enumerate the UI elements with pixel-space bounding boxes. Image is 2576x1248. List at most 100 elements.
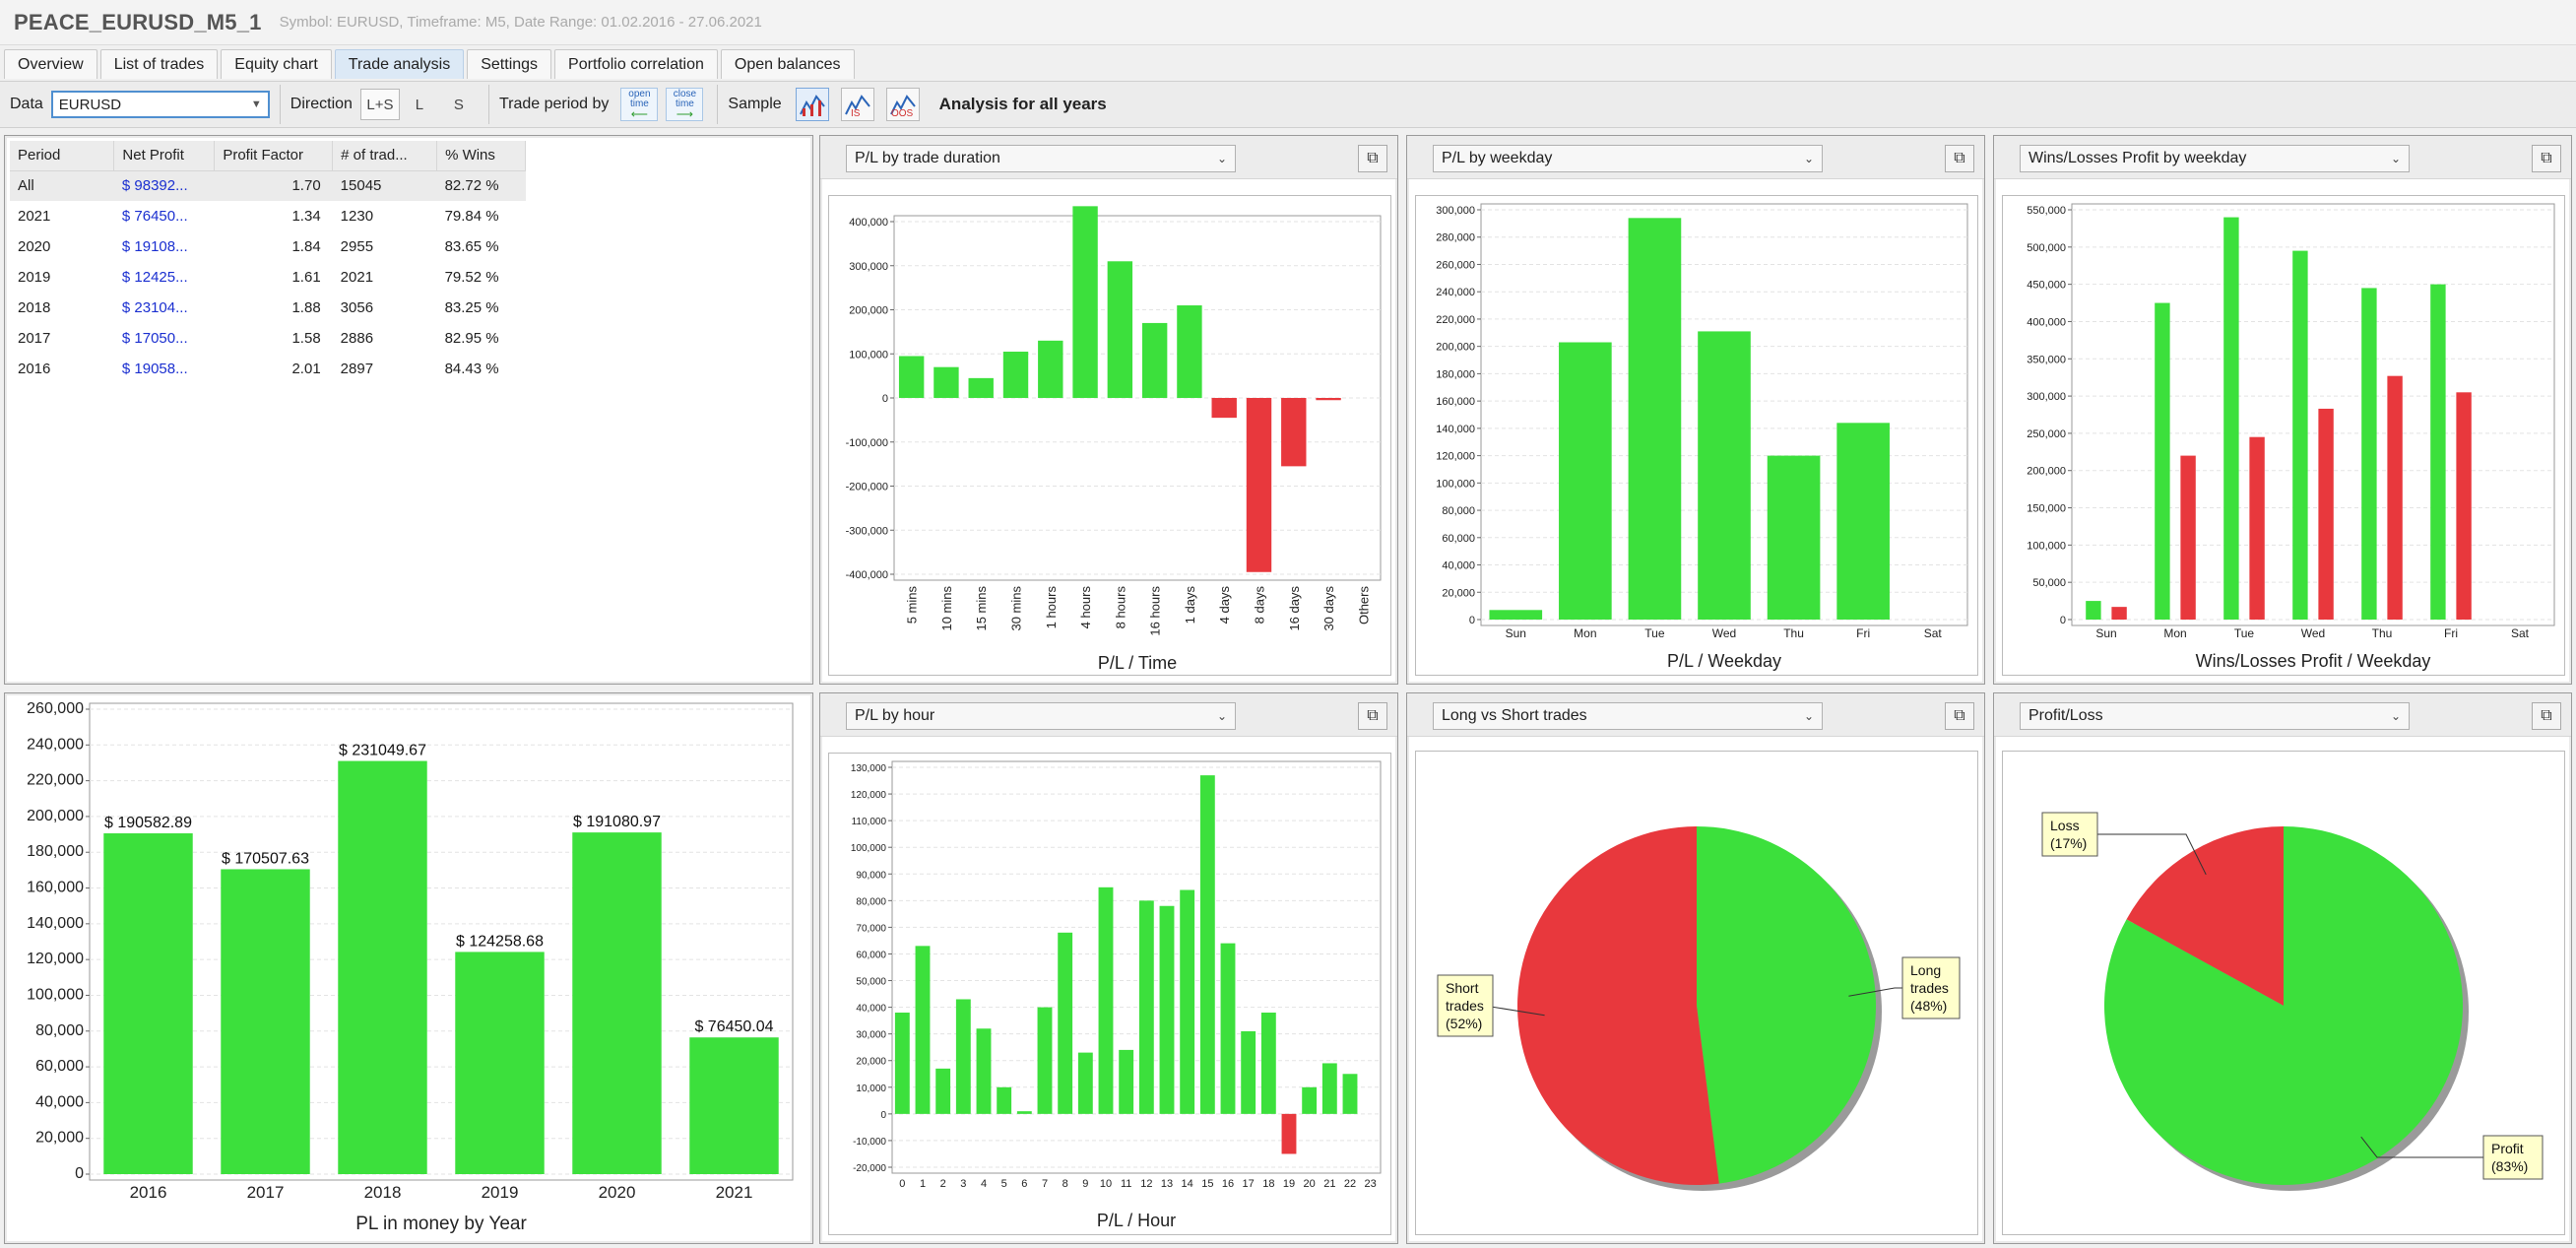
bar — [1836, 423, 1890, 620]
cell-period: 2020 — [18, 238, 51, 255]
bar — [2456, 392, 2472, 620]
x-tick-label: 2021 — [716, 1183, 753, 1202]
cell-num-trades: 2955 — [340, 238, 374, 255]
profitloss-panel: Profit/Loss ⌄ ⧉ Loss (17%) Profit (83%) — [1993, 692, 2572, 1244]
cell-pct-wins: 82.95 % — [444, 330, 499, 347]
direction-s-button[interactable]: S — [453, 96, 464, 113]
bar — [1260, 1013, 1276, 1114]
profitloss-chart: Loss (17%) Profit (83%) — [2041, 812, 2544, 1191]
x-tick-label: 4 — [981, 1178, 987, 1190]
x-axis-title: P/L / Time — [1098, 653, 1177, 673]
period-table-panel — [4, 135, 813, 685]
tab-open-balances[interactable]: Open balances — [720, 49, 855, 79]
x-tick-label: 5 mins — [905, 586, 920, 624]
col-pct-wins[interactable]: % Wins — [436, 141, 526, 171]
winloss-chart-select[interactable]: Wins/Losses Profit by weekday ⌄ — [2020, 145, 2410, 172]
plot-area — [2071, 203, 2555, 626]
col-net-profit[interactable]: Net Profit — [113, 141, 216, 171]
x-tick-label: 18 — [1262, 1178, 1274, 1190]
cell-net-profit: $ 98392... — [113, 170, 215, 201]
x-tick-label: 1 days — [1183, 586, 1197, 624]
slice-label-box — [2041, 812, 2098, 857]
x-tick-label: Wed — [2301, 626, 2325, 640]
chevron-down-icon: ⌄ — [2390, 709, 2401, 723]
direction-ls-button[interactable]: L+S — [359, 89, 400, 120]
x-tick-label: Thu — [1783, 626, 1804, 640]
y-tick-label: 60,000 — [856, 950, 886, 960]
open-time-button[interactable]: open time ⟵ — [620, 88, 659, 121]
bar — [1281, 1113, 1297, 1154]
x-tick-label: Tue — [2234, 626, 2255, 640]
close-time-button[interactable]: close time ⟶ — [666, 88, 704, 121]
col-num-trades[interactable]: # of trad... — [332, 141, 438, 171]
y-tick-label: 100,000 — [849, 349, 888, 361]
bar — [2292, 250, 2308, 620]
pie-slice — [2104, 826, 2463, 1185]
data-select-value: EURUSD — [58, 96, 122, 113]
tab-trade-analysis[interactable]: Trade analysis — [334, 49, 465, 79]
table-row[interactable]: All $ 98392... 1.70 15045 82.72 % — [10, 170, 526, 201]
popout-icon[interactable]: ⧉ — [1358, 145, 1387, 172]
y-tick-label: 400,000 — [849, 217, 888, 229]
longshort-chart-select[interactable]: Long vs Short trades ⌄ — [1433, 702, 1823, 730]
tab-equity-chart[interactable]: Equity chart — [221, 49, 332, 79]
tab-overview[interactable]: Overview — [4, 49, 97, 79]
data-label: $ 191080.97 — [573, 814, 661, 830]
bar — [2361, 288, 2377, 620]
cell-period: All — [10, 170, 114, 201]
bar — [2180, 455, 2196, 620]
duration-chart-select[interactable]: P/L by trade duration ⌄ — [846, 145, 1236, 172]
popout-icon[interactable]: ⧉ — [1945, 702, 1974, 730]
data-label: $ 76450.04 — [694, 1018, 773, 1035]
col-profit-factor[interactable]: Profit Factor — [214, 141, 334, 171]
leader-line — [2360, 1136, 2483, 1158]
popout-icon[interactable]: ⧉ — [2532, 702, 2561, 730]
tab-list-of-trades[interactable]: List of trades — [99, 49, 219, 79]
cell-pct-wins: 79.84 % — [444, 208, 499, 225]
panel-header: P/L by hour ⌄ ⧉ — [820, 693, 1397, 737]
cell-period: 2021 — [18, 208, 51, 225]
table-row[interactable]: 2017 $ 17050... 1.58 2886 82.95 % — [10, 323, 526, 354]
y-tick-label: 200,000 — [27, 808, 84, 824]
table-row[interactable]: 2020 $ 19108... 1.84 2955 83.65 % — [10, 231, 526, 262]
y-tick-label: 80,000 — [35, 1022, 84, 1039]
popout-icon[interactable]: ⧉ — [1358, 702, 1387, 730]
col-period[interactable]: Period — [10, 141, 115, 171]
table-row[interactable]: 2018 $ 23104... 1.88 3056 83.25 % — [10, 293, 526, 323]
popout-icon[interactable]: ⧉ — [2532, 145, 2561, 172]
x-tick-label: 2018 — [364, 1183, 402, 1202]
bar — [1002, 352, 1029, 398]
x-tick-label: 2016 — [130, 1183, 167, 1202]
table-row[interactable]: 2021 $ 76450... 1.34 1230 79.84 % — [10, 201, 526, 231]
x-tick-label: 2017 — [247, 1183, 285, 1202]
panel-header: Long vs Short trades ⌄ ⧉ — [1407, 693, 1984, 737]
weekday-panel: P/L by weekday ⌄ ⧉ 300,000 280,000 260,000… — [1406, 135, 1985, 685]
hour-chart-select[interactable]: P/L by hour ⌄ — [846, 702, 1236, 730]
sample-oos-icon[interactable]: OOS — [885, 88, 920, 121]
trade-period-label: Trade period by — [498, 96, 610, 112]
bar — [1077, 1052, 1093, 1114]
table-row[interactable]: 2019 $ 12425... 1.61 2021 79.52 % — [10, 262, 526, 293]
sample-all-icon[interactable] — [795, 88, 829, 121]
bar — [915, 946, 931, 1114]
tab-settings[interactable]: Settings — [467, 49, 552, 79]
popout-icon[interactable]: ⧉ — [1945, 145, 1974, 172]
svg-text:OOS: OOS — [891, 108, 914, 119]
y-tick-label: 90,000 — [856, 870, 886, 881]
bar — [1321, 1063, 1337, 1114]
bar — [1138, 900, 1154, 1114]
sample-is-icon[interactable]: IS — [840, 88, 874, 121]
table-row[interactable]: 2016 $ 19058... 2.01 2897 84.43 % — [10, 354, 526, 384]
y-tick-label: 180,000 — [27, 843, 84, 860]
sample-group: Sample IS OOS Analysis for all years — [718, 85, 1116, 124]
x-tick-label: 2019 — [482, 1183, 519, 1202]
profitloss-chart-select[interactable]: Profit/Loss ⌄ — [2020, 702, 2410, 730]
y-tick-label: 110,000 — [852, 817, 887, 827]
direction-l-button[interactable]: L — [415, 96, 424, 113]
data-select[interactable]: EURUSD ▼ — [50, 91, 270, 118]
cell-num-trades: 1230 — [340, 208, 374, 225]
x-tick-label: 16 days — [1287, 586, 1302, 631]
x-tick-label: 17 — [1243, 1178, 1255, 1190]
weekday-chart-select[interactable]: P/L by weekday ⌄ — [1433, 145, 1823, 172]
tab-portfolio-correlation[interactable]: Portfolio correlation — [554, 49, 718, 79]
